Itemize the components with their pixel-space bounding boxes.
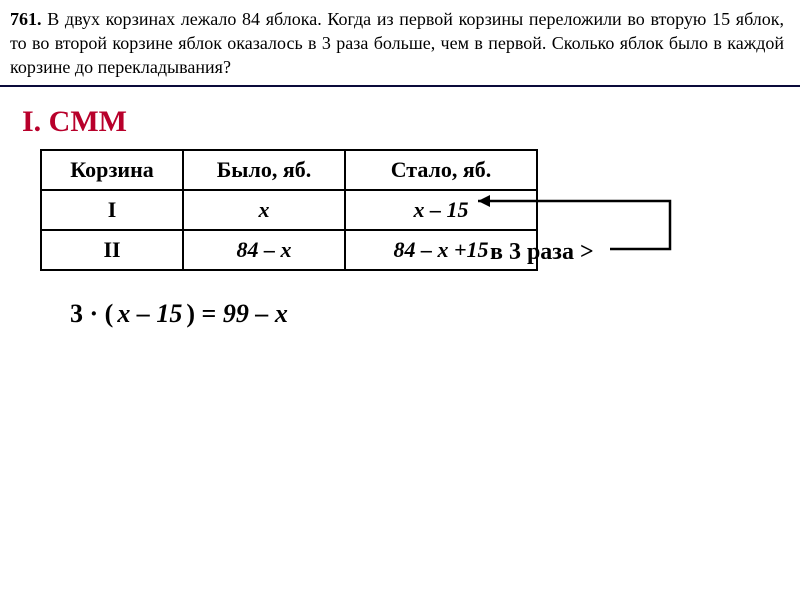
comparison-label: в 3 раза > xyxy=(490,239,594,266)
row2-was-expr: 84 – x xyxy=(237,237,292,262)
problem-text: В двух корзинах лежало 84 яблока. Когда … xyxy=(10,9,784,77)
table-region: Корзина Было, яб. Стало, яб. I x x – 15 … xyxy=(40,149,800,271)
row1-became-expr: x – 15 xyxy=(414,197,469,222)
row1-was-expr: x xyxy=(259,197,270,222)
col-header-became: Стало, яб. xyxy=(345,150,537,190)
equation-mid: ) = xyxy=(186,299,222,328)
table-row: I x x – 15 xyxy=(41,190,537,230)
equation-rhs: 99 – x xyxy=(223,299,288,328)
section-heading: I. СММ xyxy=(22,105,800,139)
row1-label: I xyxy=(41,190,183,230)
table-header-row: Корзина Было, яб. Стало, яб. xyxy=(41,150,537,190)
problem-number: 761. xyxy=(10,9,42,29)
col-header-was: Было, яб. xyxy=(183,150,345,190)
equation-prefix: 3 · ( xyxy=(70,299,113,328)
row1-was: x xyxy=(183,190,345,230)
problem-statement: 761. В двух корзинах лежало 84 яблока. К… xyxy=(0,0,800,87)
basket-table: Корзина Было, яб. Стало, яб. I x x – 15 … xyxy=(40,149,538,271)
row2-label: II xyxy=(41,230,183,270)
row2-was: 84 – x xyxy=(183,230,345,270)
table-row: II 84 – x 84 – x +15 xyxy=(41,230,537,270)
equation-inner: x – 15 xyxy=(113,299,186,329)
equation: 3 · (x – 15) = 99 – x xyxy=(70,299,800,329)
col-header-basket: Корзина xyxy=(41,150,183,190)
